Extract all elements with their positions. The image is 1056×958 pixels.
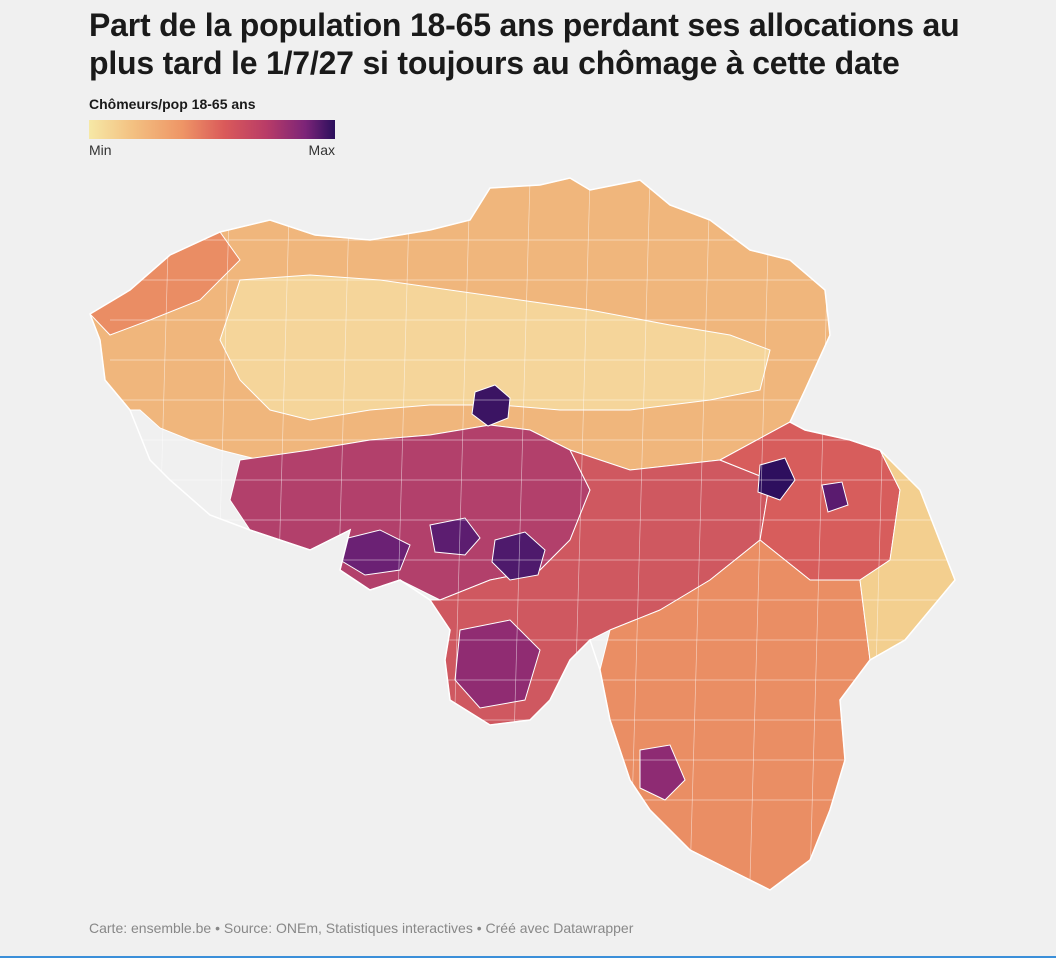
- legend-max-label: Max: [308, 142, 335, 158]
- source-footer: Carte: ensemble.be • Source: ONEm, Stati…: [89, 920, 634, 936]
- chart-title: Part de la population 18-65 ans perdant …: [89, 7, 960, 81]
- belgium-choropleth-map[interactable]: [70, 160, 980, 900]
- hotspot-verviers: [821, 481, 849, 513]
- country-outline: [89, 177, 956, 891]
- legend-gradient: [89, 120, 335, 139]
- legend-min-label: Min: [89, 142, 112, 158]
- bottom-divider: [0, 956, 1056, 958]
- hotspot-charleroi: [491, 531, 546, 581]
- hotspot-la-louviere: [429, 517, 481, 556]
- hotspot-liege-city: [757, 457, 796, 501]
- color-legend: Chômeurs/pop 18-65 ans Min Max: [89, 96, 349, 158]
- legend-title: Chômeurs/pop 18-65 ans: [89, 96, 256, 112]
- legend-labels: Min Max: [89, 142, 335, 158]
- region-brussels[interactable]: [471, 384, 511, 427]
- hotspot-south-namur: [639, 744, 686, 801]
